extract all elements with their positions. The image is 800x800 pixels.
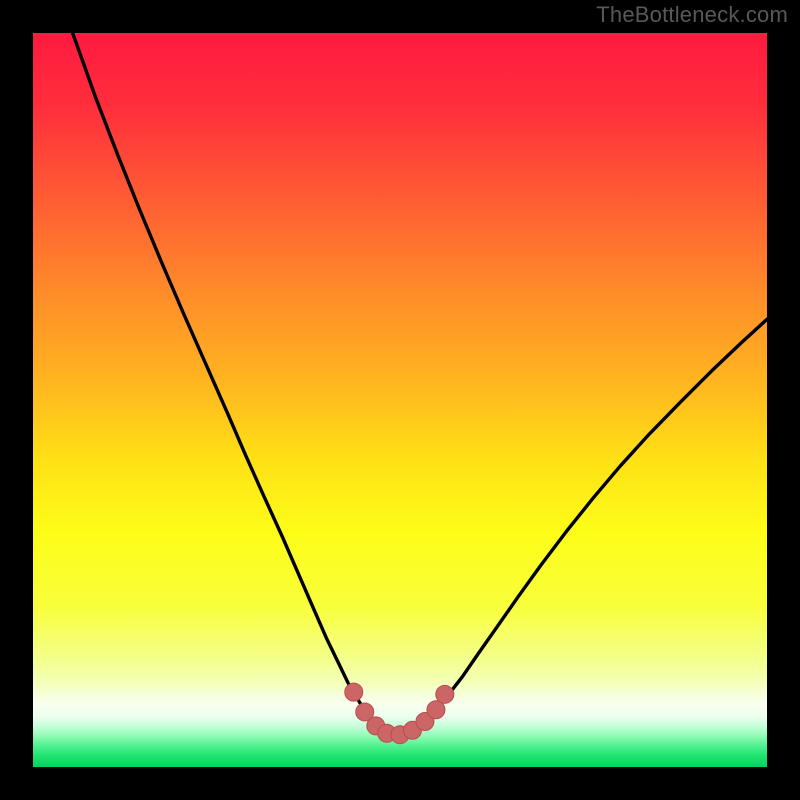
gradient-background xyxy=(33,33,767,767)
curve-marker xyxy=(345,683,363,701)
watermark-text: TheBottleneck.com xyxy=(596,2,788,28)
chart-plot-area xyxy=(33,33,767,767)
curve-marker xyxy=(436,685,454,703)
bottleneck-curve-chart xyxy=(33,33,767,767)
